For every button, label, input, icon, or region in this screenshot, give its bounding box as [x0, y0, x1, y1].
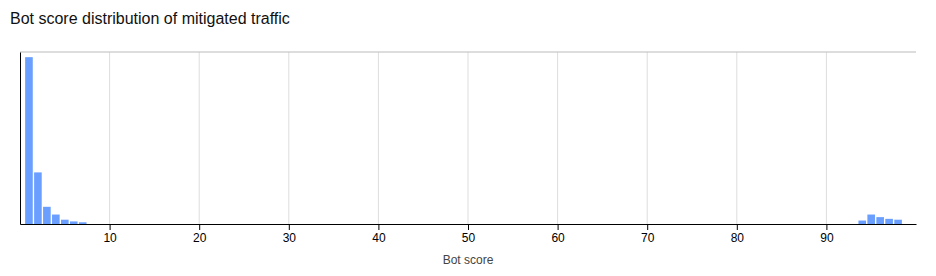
bar — [52, 215, 60, 224]
grid-line — [647, 52, 648, 224]
grid-line — [378, 52, 379, 224]
x-tick: 70 — [641, 224, 655, 245]
x-tick: 60 — [551, 224, 565, 245]
grid-line — [736, 52, 737, 224]
x-tick-label: 30 — [283, 231, 297, 245]
plot: 10 20 30 40 50 60 70 80 90 — [20, 52, 917, 245]
x-axis: 10 20 30 40 50 60 70 80 90 — [21, 224, 917, 245]
grid-line — [557, 52, 558, 224]
grid-line — [199, 52, 200, 224]
x-tick: 50 — [462, 224, 476, 245]
grid-line — [288, 52, 289, 224]
bar — [79, 222, 87, 224]
x-tick: 20 — [193, 224, 207, 245]
x-tick: 30 — [283, 224, 297, 245]
frame-top — [20, 52, 916, 53]
grid-line — [826, 52, 827, 224]
x-tick-mark — [468, 224, 469, 230]
x-tick: 40 — [372, 224, 386, 245]
x-tick: 80 — [731, 224, 745, 245]
bars — [25, 57, 902, 224]
x-tick-mark — [558, 224, 559, 230]
x-tick-label: 20 — [193, 231, 207, 245]
x-tick: 90 — [820, 224, 834, 245]
x-tick-label: 80 — [731, 231, 745, 245]
grid-line — [109, 52, 110, 224]
x-tick-mark — [378, 224, 379, 230]
y-axis-line — [20, 53, 21, 225]
x-tick-mark — [110, 224, 111, 230]
x-tick-label: 10 — [103, 231, 117, 245]
bar — [894, 220, 902, 224]
bar — [885, 219, 893, 224]
grid-line — [468, 52, 469, 224]
grid — [110, 52, 827, 224]
bar — [43, 207, 51, 224]
bar — [34, 172, 42, 224]
x-tick-mark — [647, 224, 648, 230]
x-tick-mark — [199, 224, 200, 230]
x-tick-label: 70 — [641, 231, 655, 245]
bar — [858, 221, 866, 224]
x-tick-mark — [826, 224, 827, 230]
x-tick-label: 40 — [372, 231, 386, 245]
x-tick-label: 60 — [551, 231, 565, 245]
title: Bot score distribution of mitigated traf… — [10, 10, 290, 27]
x-axis-label: Bot score — [443, 253, 494, 267]
bar — [61, 220, 69, 224]
x-tick-label: 50 — [462, 231, 476, 245]
bar — [876, 217, 884, 224]
x-tick-label: 90 — [820, 231, 834, 245]
bar — [25, 57, 33, 224]
chart: Bot score distribution of mitigated traf… — [0, 0, 936, 276]
bar — [867, 215, 875, 224]
bar — [70, 221, 78, 224]
x-tick-mark — [737, 224, 738, 230]
y-axis — [20, 53, 21, 225]
x-tick-mark — [289, 224, 290, 230]
x-tick: 10 — [103, 224, 117, 245]
